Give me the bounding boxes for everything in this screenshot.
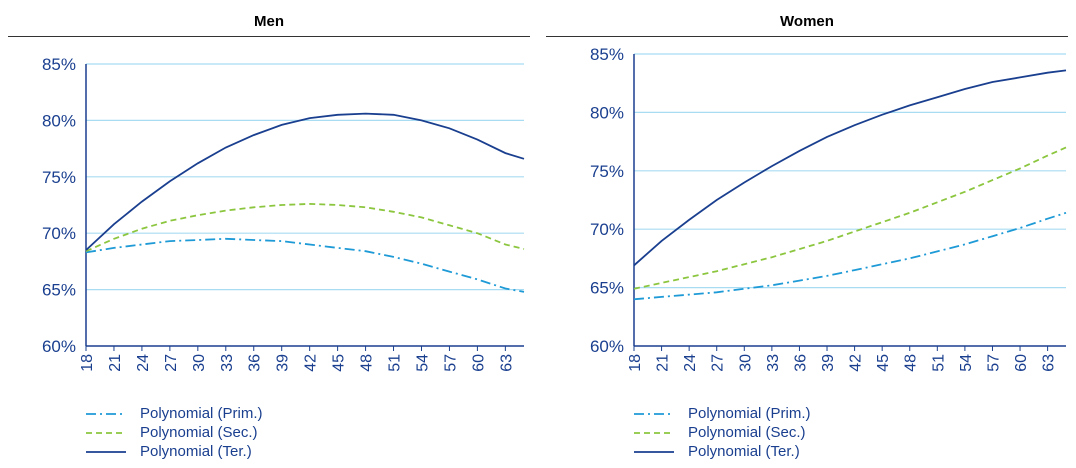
x-tick-label: 54 bbox=[414, 354, 431, 372]
chart-plot-women: 60% 65% 70% 75% 80% 85% 18 21 24 27 30 33 36 39 42 45 48… bbox=[590, 45, 1067, 372]
x-tick-label: 60 bbox=[470, 354, 487, 372]
y-tick-label: 80% bbox=[42, 111, 76, 130]
x-tick-label: 30 bbox=[191, 354, 208, 372]
x-tick-label: 24 bbox=[682, 354, 699, 372]
y-tick-label: 60% bbox=[42, 337, 76, 356]
x-tick-label: 54 bbox=[958, 354, 975, 372]
legend-swatch bbox=[634, 413, 674, 415]
legend-swatch bbox=[634, 451, 674, 453]
y-tick-label: 60% bbox=[590, 337, 624, 356]
legend-label: Polynomial (Ter.) bbox=[140, 443, 252, 460]
x-tick-label: 36 bbox=[247, 354, 264, 372]
y-tick-label: 70% bbox=[590, 220, 624, 239]
series-line bbox=[85, 202, 525, 253]
chart-panel-men: Men 60% 65% 70% 75% 80% 85% 18 21 24 27 30 33 36 39 42… bbox=[8, 8, 530, 460]
series-line bbox=[633, 69, 1067, 267]
x-tick-label: 36 bbox=[792, 354, 809, 372]
y-tick-label: 85% bbox=[42, 55, 76, 74]
legend-swatch bbox=[86, 413, 126, 415]
series-line bbox=[633, 146, 1067, 290]
x-tick-label: 33 bbox=[765, 354, 782, 372]
legend-label: Polynomial (Prim.) bbox=[688, 405, 811, 422]
x-tick-label: 21 bbox=[107, 354, 124, 372]
y-tick-label: 65% bbox=[590, 279, 624, 298]
x-tick-label: 21 bbox=[655, 354, 672, 372]
series-line bbox=[85, 112, 525, 251]
x-tick-label: 33 bbox=[219, 354, 236, 372]
x-tick-label: 60 bbox=[1013, 354, 1030, 372]
series-line bbox=[85, 237, 525, 293]
legend-swatch bbox=[86, 451, 126, 453]
x-tick-label: 48 bbox=[903, 354, 920, 372]
x-tick-label: 63 bbox=[1041, 354, 1058, 372]
x-tick-label: 30 bbox=[737, 354, 754, 372]
y-tick-label: 70% bbox=[42, 224, 76, 243]
x-tick-label: 48 bbox=[359, 354, 376, 372]
chart-title: Men bbox=[8, 8, 530, 37]
x-tick-label: 27 bbox=[710, 354, 727, 372]
x-tick-label: 39 bbox=[275, 354, 292, 372]
x-tick-label: 39 bbox=[820, 354, 837, 372]
series-line bbox=[633, 211, 1067, 301]
legend-label: Polynomial (Prim.) bbox=[140, 405, 263, 422]
y-tick-label: 85% bbox=[590, 45, 624, 64]
x-tick-label: 42 bbox=[303, 354, 320, 372]
y-tick-label: 75% bbox=[590, 162, 624, 181]
y-tick-label: 80% bbox=[590, 103, 624, 122]
x-tick-label: 24 bbox=[135, 354, 152, 372]
x-tick-label: 57 bbox=[442, 354, 459, 372]
chart-plot-men: 60% 65% 70% 75% 80% 85% 18 21 24 27 30 33 36 39 42 45 48… bbox=[42, 55, 525, 372]
y-tick-label: 75% bbox=[42, 168, 76, 187]
legend-label: Polynomial (Sec.) bbox=[688, 424, 806, 441]
x-tick-label: 27 bbox=[163, 354, 180, 372]
y-tick-label: 65% bbox=[42, 281, 76, 300]
x-tick-label: 18 bbox=[627, 354, 644, 372]
legend-label: Polynomial (Sec.) bbox=[140, 424, 258, 441]
x-tick-label: 57 bbox=[985, 354, 1002, 372]
x-tick-label: 63 bbox=[498, 354, 515, 372]
x-tick-label: 51 bbox=[930, 354, 947, 372]
legend-label: Polynomial (Ter.) bbox=[688, 443, 800, 460]
x-tick-label: 45 bbox=[875, 354, 892, 372]
x-tick-label: 51 bbox=[387, 354, 404, 372]
chart-panel-women: Women 60% 65% 70% 75% 80% 85% 18 21 24 27 30 33 36 39… bbox=[538, 0, 1076, 468]
x-tick-label: 18 bbox=[79, 354, 96, 372]
legend-swatch bbox=[634, 432, 674, 434]
x-tick-label: 42 bbox=[848, 354, 865, 372]
chart-title: Women bbox=[546, 8, 1068, 37]
x-tick-label: 45 bbox=[331, 354, 348, 372]
legend-swatch bbox=[86, 432, 126, 434]
